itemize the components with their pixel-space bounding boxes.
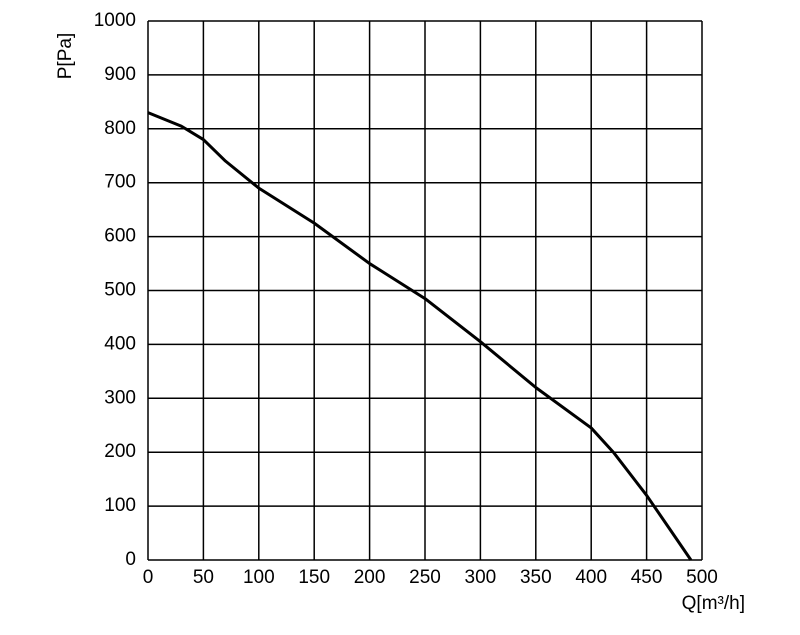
x-tick-label: 250 [409,567,441,588]
y-axis-label: P[Pa] [55,33,76,79]
x-tick-label: 350 [520,567,552,588]
x-axis-label: Q[m³/h] [682,593,745,614]
y-tick-label: 900 [104,64,136,85]
y-tick-label: 500 [104,280,136,301]
y-tick-label: 800 [104,118,136,139]
x-tick-label: 300 [465,567,497,588]
x-tick-label: 50 [193,567,214,588]
x-tick-label: 200 [354,567,386,588]
y-tick-label: 0 [125,549,136,570]
y-tick-label: 700 [104,172,136,193]
y-tick-label: 600 [104,226,136,247]
y-tick-label: 400 [104,333,136,354]
x-tick-label: 0 [143,567,154,588]
x-tick-label: 450 [631,567,663,588]
y-tick-label: 300 [104,387,136,408]
x-tick-label: 400 [575,567,607,588]
x-tick-label: 100 [243,567,275,588]
line [147,111,693,561]
y-tick-label: 100 [104,495,136,516]
y-tick-label: 200 [104,441,136,462]
y-tick-label: 1000 [94,10,136,31]
x-tick-label: 500 [686,567,718,588]
x-tick-label: 150 [298,567,330,588]
